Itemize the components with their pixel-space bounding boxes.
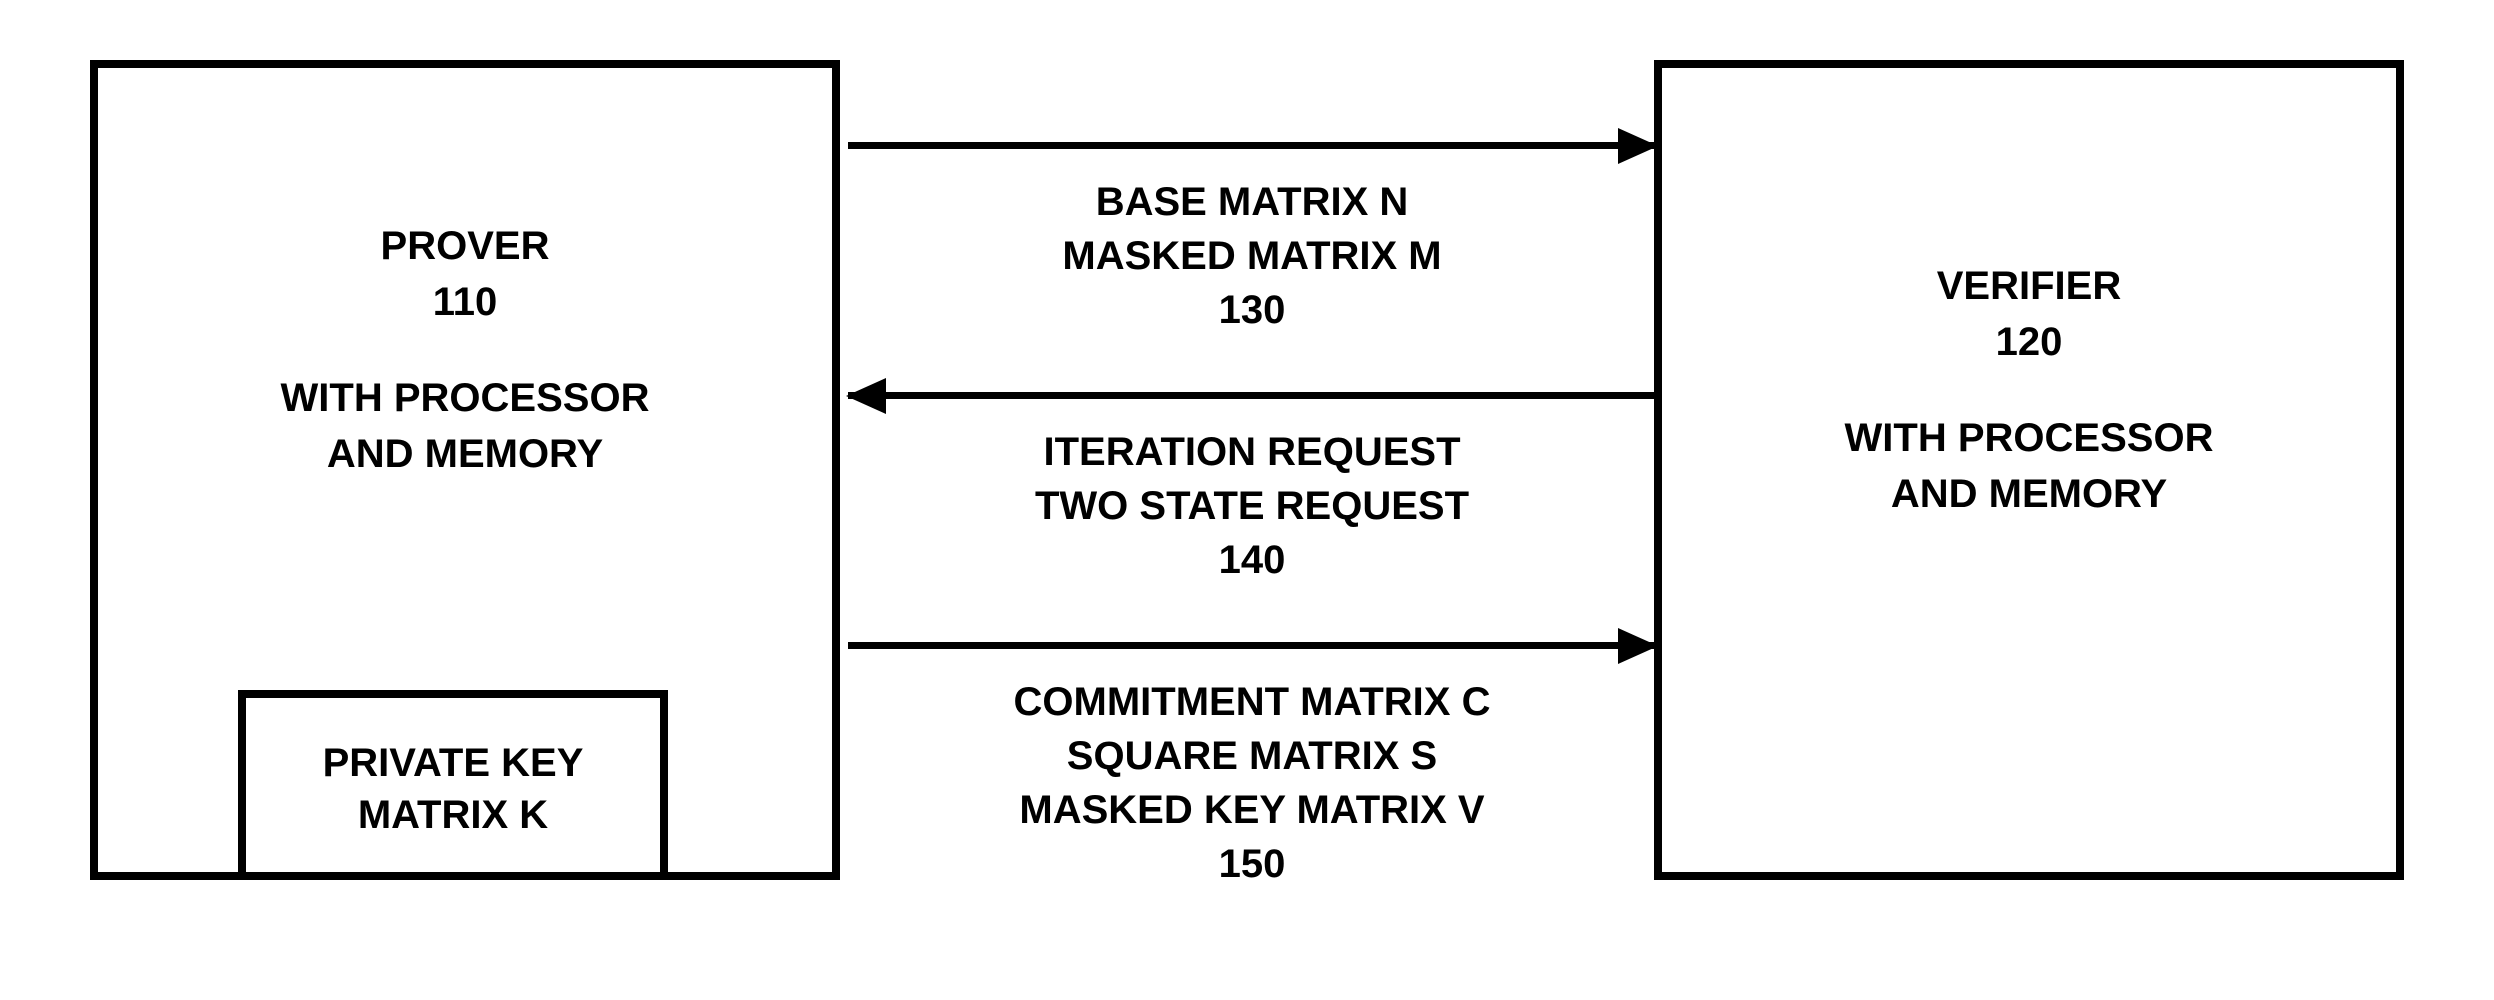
verifier-subtitle2: AND MEMORY bbox=[1845, 466, 2214, 522]
arrow1-line1: BASE MATRIX N bbox=[1062, 175, 1441, 229]
arrow1-number: 130 bbox=[1062, 283, 1441, 337]
arrow2-line1: ITERATION REQUEST bbox=[1035, 425, 1469, 479]
prover-content: PROVER 110 WITH PROCESSOR AND MEMORY bbox=[281, 218, 650, 482]
arrow-1-label: BASE MATRIX N MASKED MATRIX M 130 bbox=[1062, 175, 1441, 337]
private-key-line1: PRIVATE KEY bbox=[323, 737, 584, 789]
arrow3-line2: SQUARE MATRIX S bbox=[1014, 729, 1491, 783]
arrow-3-label: COMMITMENT MATRIX C SQUARE MATRIX S MASK… bbox=[1014, 675, 1491, 891]
arrow3-line3: MASKED KEY MATRIX V bbox=[1014, 783, 1491, 837]
arrow-1-line bbox=[848, 130, 1656, 160]
arrow3-line1: COMMITMENT MATRIX C bbox=[1014, 675, 1491, 729]
arrow-3-group: COMMITMENT MATRIX C SQUARE MATRIX S MASK… bbox=[848, 630, 1656, 891]
arrow-shaft bbox=[848, 142, 1656, 149]
verifier-subtitle1: WITH PROCESSOR bbox=[1845, 410, 2214, 466]
verifier-number: 120 bbox=[1845, 314, 2214, 370]
arrow3-number: 150 bbox=[1014, 837, 1491, 891]
arrow-2-group: ITERATION REQUEST TWO STATE REQUEST 140 bbox=[848, 380, 1656, 587]
arrow2-number: 140 bbox=[1035, 533, 1469, 587]
arrow-2-label: ITERATION REQUEST TWO STATE REQUEST 140 bbox=[1035, 425, 1469, 587]
arrow-shaft bbox=[848, 642, 1656, 649]
arrow-shaft bbox=[848, 392, 1656, 399]
verifier-box: VERIFIER 120 WITH PROCESSOR AND MEMORY bbox=[1654, 60, 2404, 880]
private-key-box: PRIVATE KEY MATRIX K bbox=[238, 690, 668, 880]
arrow-head-right-icon bbox=[1618, 128, 1658, 164]
prover-box: PROVER 110 WITH PROCESSOR AND MEMORY PRI… bbox=[90, 60, 840, 880]
arrow2-line2: TWO STATE REQUEST bbox=[1035, 479, 1469, 533]
arrow-3-line bbox=[848, 630, 1656, 660]
arrow-head-left-icon bbox=[846, 378, 886, 414]
private-key-line2: MATRIX K bbox=[358, 789, 548, 841]
verifier-content: VERIFIER 120 WITH PROCESSOR AND MEMORY bbox=[1845, 258, 2214, 522]
arrow-head-right-icon bbox=[1618, 628, 1658, 664]
arrow-2-line bbox=[848, 380, 1656, 410]
verifier-title: VERIFIER bbox=[1845, 258, 2214, 314]
arrow-1-group: BASE MATRIX N MASKED MATRIX M 130 bbox=[848, 130, 1656, 337]
prover-number: 110 bbox=[281, 274, 650, 330]
arrow1-line2: MASKED MATRIX M bbox=[1062, 229, 1441, 283]
prover-title: PROVER bbox=[281, 218, 650, 274]
prover-subtitle1: WITH PROCESSOR bbox=[281, 370, 650, 426]
prover-subtitle2: AND MEMORY bbox=[281, 426, 650, 482]
